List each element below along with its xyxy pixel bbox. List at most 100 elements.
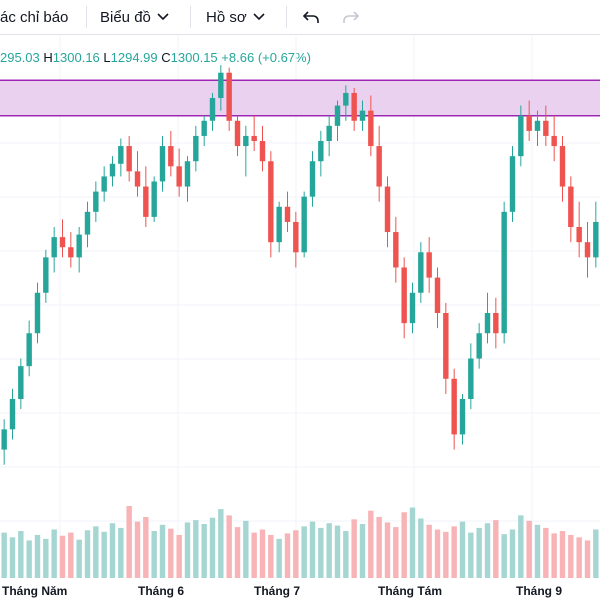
- volume-bar: [501, 534, 507, 578]
- volume-bar: [476, 527, 482, 578]
- volume-bar: [526, 520, 532, 578]
- candle-body: [34, 292, 41, 334]
- volume-bar: [509, 529, 516, 578]
- volume-bar: [68, 532, 74, 578]
- volume-bar: [301, 526, 307, 578]
- time-axis-label: Tháng 6: [138, 584, 185, 598]
- candle-body: [209, 98, 216, 121]
- candle-body: [159, 146, 166, 182]
- candle-body: [184, 161, 191, 187]
- close-value: 1300.15: [170, 50, 218, 65]
- candle-body: [259, 141, 266, 162]
- candle-body: [251, 135, 257, 141]
- volume-bar: [493, 520, 499, 578]
- volume-bar: [101, 531, 107, 578]
- candle-body: [293, 221, 299, 253]
- volume-bar: [568, 534, 574, 578]
- volume-bar: [393, 527, 399, 578]
- indicators-button[interactable]: ác chỉ báo: [0, 0, 68, 34]
- candle-body: [176, 166, 182, 187]
- candle-body: [459, 399, 466, 435]
- volume-bar: [234, 527, 241, 578]
- volume-bar: [43, 538, 49, 578]
- undo-button[interactable]: [300, 0, 322, 34]
- candle-body: [576, 227, 582, 243]
- toolbar-divider: [190, 6, 191, 28]
- volume-bar: [293, 530, 299, 578]
- time-axis-label: Tháng Năm: [2, 584, 68, 598]
- candle-body: [9, 399, 16, 430]
- open-value: 295.03: [0, 50, 40, 65]
- volume-bar: [34, 534, 41, 578]
- volume-bar: [593, 529, 599, 578]
- candle-body: [168, 146, 174, 167]
- candle-body: [51, 237, 57, 258]
- chart-type-button[interactable]: Biểu đồ: [100, 0, 169, 34]
- candle-body: [334, 105, 341, 126]
- candle-body: [418, 252, 424, 293]
- chevron-down-icon: [253, 13, 265, 21]
- candle-body: [284, 206, 291, 222]
- price-chart[interactable]: [0, 35, 600, 578]
- candle-body: [1, 429, 7, 450]
- volume-bar: [376, 516, 382, 578]
- candle-body: [84, 211, 91, 235]
- candle-body: [551, 135, 557, 147]
- volume-bar: [401, 512, 407, 578]
- change-percent: (+0.67%): [257, 50, 311, 65]
- volume-bar: [193, 520, 199, 578]
- candle-body: [584, 242, 591, 258]
- volume-bar: [118, 527, 124, 578]
- candle-body: [268, 161, 274, 243]
- candle-body: [501, 211, 507, 334]
- candle-body: [401, 267, 407, 324]
- ohlc-legend: 295.03 H1300.16 L1294.99 C1300.15 +8.66 …: [0, 50, 311, 65]
- volume-bar: [143, 516, 149, 578]
- candle-body: [193, 135, 199, 162]
- volume-bar: [518, 515, 524, 578]
- candle-body: [226, 72, 232, 121]
- high-value: 1300.16: [52, 50, 100, 65]
- candle-body: [376, 146, 382, 187]
- volume-bar: [459, 521, 466, 578]
- volume-bar: [51, 529, 57, 578]
- volume-bar: [268, 534, 274, 578]
- volume-bar: [9, 537, 16, 578]
- top-toolbar: ác chỉ báo Biểu đồ Hồ sơ: [0, 0, 600, 35]
- volume-bar: [368, 510, 374, 578]
- low-value: 1294.99: [110, 50, 158, 65]
- candle-body: [426, 252, 432, 278]
- time-axis-label: Tháng 7: [254, 584, 301, 598]
- candle-body: [18, 366, 24, 399]
- volume-bar: [226, 515, 232, 578]
- candle-body: [518, 115, 524, 157]
- volume-bar: [1, 532, 7, 578]
- candle-body: [134, 171, 141, 187]
- candle-body: [593, 221, 599, 258]
- redo-button[interactable]: [340, 0, 362, 34]
- candle-body: [109, 163, 116, 177]
- candle-body: [409, 292, 416, 324]
- volume-bar: [309, 521, 316, 578]
- volume-bar: [18, 531, 24, 578]
- change-value: +8.66: [221, 50, 255, 65]
- candle-body: [451, 378, 457, 435]
- volume-bar: [59, 535, 66, 578]
- candle-body: [118, 146, 124, 164]
- volume-bar: [209, 517, 216, 578]
- candle-body: [351, 92, 357, 121]
- profile-button[interactable]: Hồ sơ: [206, 0, 265, 34]
- volume-bar: [201, 524, 207, 578]
- candle-body: [393, 232, 399, 268]
- volume-bar: [334, 525, 341, 578]
- candle-body: [301, 196, 307, 253]
- volume-bar: [109, 523, 116, 578]
- volume-bar: [326, 523, 332, 578]
- profile-label: Hồ sơ: [206, 8, 247, 26]
- volume-bar: [176, 534, 182, 578]
- volume-bar: [184, 522, 191, 578]
- chevron-down-icon: [157, 13, 169, 21]
- volume-bar: [218, 509, 224, 578]
- time-axis: Tháng Năm Tháng 6 Tháng 7 Tháng Tám Tháng 9: [0, 578, 600, 600]
- undo-icon: [302, 9, 320, 25]
